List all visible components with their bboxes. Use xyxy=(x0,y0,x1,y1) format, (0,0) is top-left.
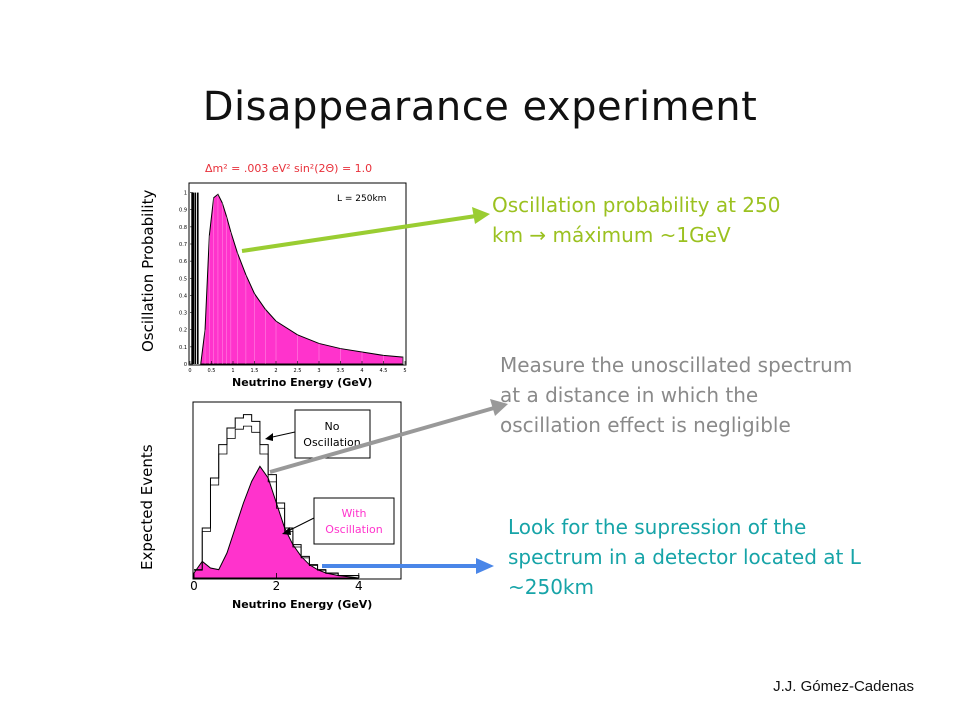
x-tick-label: 4.5 xyxy=(380,368,388,374)
blue-arrow xyxy=(322,558,494,574)
no-oscillation-line xyxy=(194,425,360,578)
oscillation-probability-chart: Δm² = .003 eV² sin²(2Θ) = 1.0 L = 250km … xyxy=(139,162,407,389)
y-tick-label: 0.5 xyxy=(179,276,187,282)
oscillation-probability-note: Oscillation probability at 250 km → máxi… xyxy=(492,193,781,247)
y-axis-label: Oscillation Probability xyxy=(139,190,157,352)
gray-arrow xyxy=(269,399,508,474)
no-oscillation-box xyxy=(294,409,371,459)
y-tick-label: 0.1 xyxy=(179,345,187,351)
green-arrow xyxy=(241,207,490,253)
x-axis-label: Neutrino Energy (GeV) xyxy=(232,598,372,611)
x-tick-label: 4 xyxy=(355,579,363,593)
y-tick-label: 0.7 xyxy=(179,242,187,248)
low-energy-spike xyxy=(196,192,199,364)
no-oscillation-label: No Oscillation xyxy=(303,420,360,449)
x-tick-label: 0 xyxy=(190,579,198,593)
chart-annotation: L = 250km xyxy=(337,194,386,204)
with-oscillation-label: With Oscillation xyxy=(325,507,382,536)
unoscillated-spectrum-note: Measure the unoscillated spectrum at a d… xyxy=(500,353,853,437)
x-tick-label: 3 xyxy=(317,368,320,374)
no-oscillation-pointer-head xyxy=(265,433,273,441)
suppression-note: Look for the supression of the spectrum … xyxy=(508,515,861,599)
x-tick-label: 1.5 xyxy=(251,368,259,374)
expected-events-chart: 0 2 4 Neutrino Energy (GeV) Expected Event… xyxy=(138,401,402,611)
slide-title: Disappearance experiment xyxy=(202,84,758,130)
chart-params: Δm² = .003 eV² sin²(2Θ) = 1.0 xyxy=(205,162,372,175)
x-tick-label: 3.5 xyxy=(337,368,345,374)
y-tick-label: 0.6 xyxy=(179,259,187,265)
x-tick-label: 4 xyxy=(360,368,363,374)
x-tick-label: 5 xyxy=(403,368,406,374)
with-oscillation-box xyxy=(313,497,395,545)
y-tick-label: 0.2 xyxy=(179,328,187,334)
x-tick-label: 0.5 xyxy=(208,368,216,374)
y-tick-label: 0.9 xyxy=(179,208,187,214)
author-credit: J.J. Gómez-Cadenas xyxy=(773,678,914,695)
x-tick-label: 2 xyxy=(273,579,281,593)
y-tick-label: 0 xyxy=(184,362,187,368)
with-oscillation-pointer xyxy=(285,517,315,533)
with-oscillation-pointer-head xyxy=(282,527,291,535)
y-tick-label: 0.4 xyxy=(179,293,187,299)
x-tick-label: 0 xyxy=(188,368,191,374)
x-tick-label: 2.5 xyxy=(294,368,302,374)
low-energy-spike xyxy=(194,192,197,364)
y-tick-label: 0.8 xyxy=(179,225,187,231)
y-axis-label: Expected Events xyxy=(138,444,156,570)
x-tick-label: 1 xyxy=(231,368,234,374)
x-axis-label: Neutrino Energy (GeV) xyxy=(232,376,372,389)
y-tick-label: 1 xyxy=(184,191,187,197)
y-tick-label: 0.3 xyxy=(179,311,187,317)
probability-area xyxy=(200,193,404,365)
x-tick-label: 2 xyxy=(274,368,277,374)
